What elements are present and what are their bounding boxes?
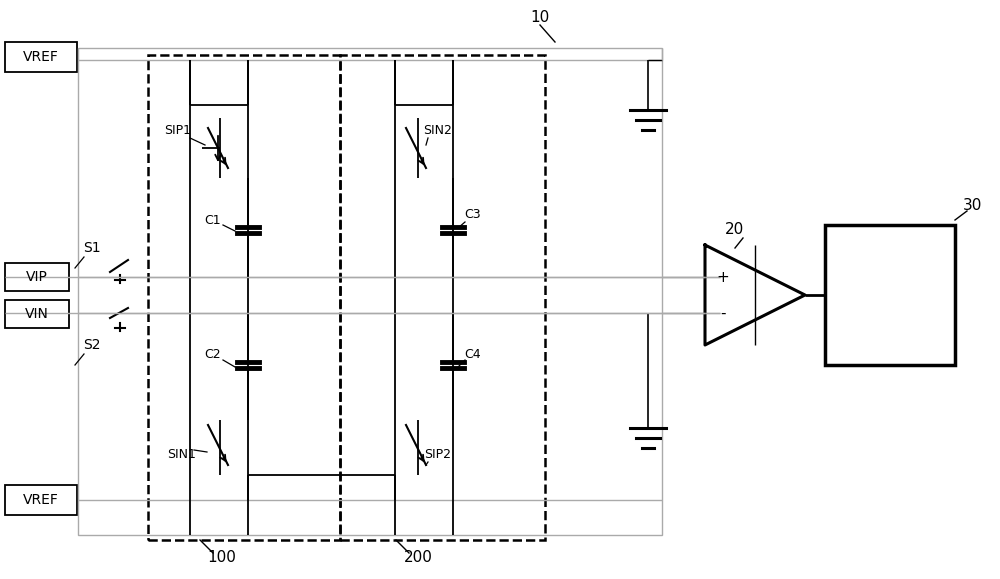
Text: 200: 200 [404, 551, 432, 566]
Text: C4: C4 [465, 349, 481, 361]
Text: 20: 20 [725, 222, 745, 237]
Text: 100: 100 [208, 551, 236, 566]
Bar [148, 55, 340, 540]
Bar [78, 48, 662, 535]
Text: C3: C3 [465, 208, 481, 222]
Text: C2: C2 [205, 349, 221, 361]
Text: +: + [717, 269, 729, 284]
Text: S2: S2 [83, 338, 101, 352]
Text: VREF: VREF [23, 493, 59, 507]
Bar [5, 485, 77, 515]
Text: 10: 10 [530, 10, 550, 25]
Bar [5, 263, 69, 291]
Bar [340, 55, 545, 540]
Bar [5, 300, 69, 328]
Text: 30: 30 [963, 197, 983, 212]
Text: VIP: VIP [26, 270, 48, 284]
Text: VREF: VREF [23, 50, 59, 64]
Text: SIN1: SIN1 [168, 449, 196, 461]
Text: C1: C1 [205, 214, 221, 226]
Text: SIP2: SIP2 [424, 449, 452, 461]
Bar [5, 42, 77, 72]
Text: SIP1: SIP1 [164, 123, 192, 137]
Text: SIN2: SIN2 [424, 123, 452, 137]
Bar [825, 225, 955, 365]
Text: -: - [720, 306, 726, 321]
Text: S1: S1 [83, 241, 101, 255]
Text: VIN: VIN [25, 307, 49, 321]
